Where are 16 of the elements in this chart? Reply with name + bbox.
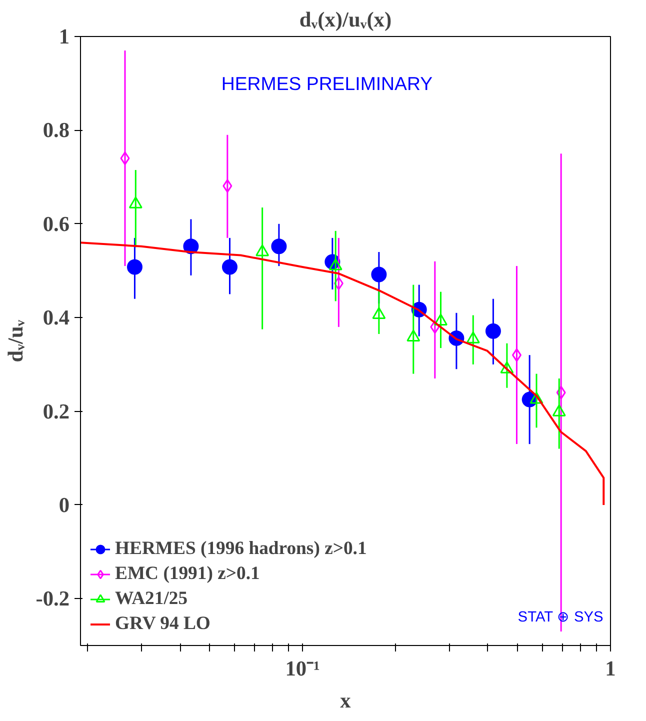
y-axis-title: dᵥ/uᵥ — [4, 319, 28, 362]
legend-label: WA21/25 — [115, 588, 188, 610]
annotation: HERMES PRELIMINARY — [221, 72, 434, 94]
y-tick-label: -0.2 — [36, 586, 70, 611]
x-axis-title: x — [340, 688, 352, 712]
x-tick-label: 10⁻¹ — [285, 656, 320, 680]
y-tick-label: 0.4 — [42, 306, 70, 330]
chart-title: dᵥ(x)/uᵥ(x) — [299, 8, 392, 32]
legend-label: GRV 94 LO — [115, 613, 210, 635]
y-tick-label: 0 — [58, 492, 70, 517]
y-tick-label: 0.6 — [42, 212, 70, 236]
y-tick-label: 0.2 — [42, 399, 70, 424]
legend-label: EMC (1991) z>0.1 — [115, 563, 260, 585]
y-tick-label: 0.8 — [42, 118, 70, 142]
legend-label: HERMES (1996 hadrons) z>0.1 — [115, 538, 367, 560]
y-tick-label: 1 — [58, 24, 70, 48]
